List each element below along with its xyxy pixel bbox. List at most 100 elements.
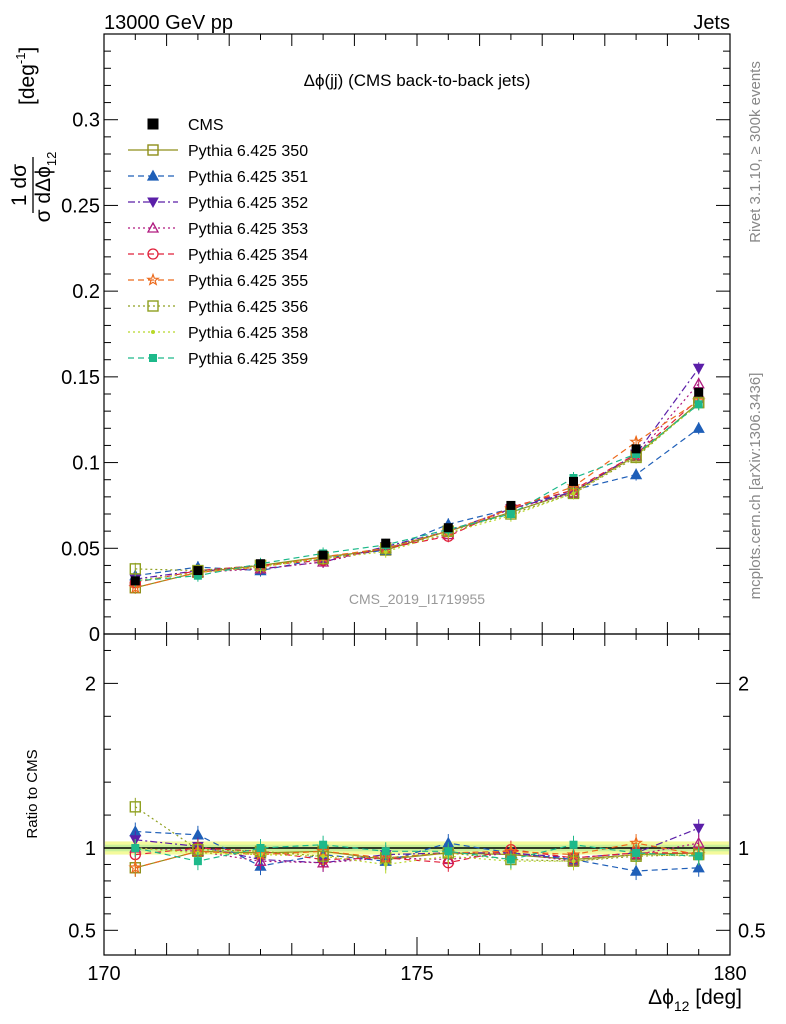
main-series-point bbox=[694, 400, 703, 409]
ratio-series-point bbox=[632, 848, 641, 857]
legend-marker bbox=[146, 169, 160, 181]
legend-marker bbox=[147, 248, 159, 260]
legend-item: Pythia 6.425 352 bbox=[128, 195, 308, 212]
ratio-series-point bbox=[383, 862, 388, 867]
y-axis-label-main: 1 dσ σ dΔϕ12 [deg-1] bbox=[8, 47, 59, 223]
legend-marker bbox=[146, 272, 160, 286]
main-series bbox=[128, 393, 706, 594]
legend-marker bbox=[149, 354, 157, 362]
x-label-main: Δϕ bbox=[648, 986, 674, 1009]
ratio-ylabel: Ratio to CMS bbox=[24, 749, 41, 838]
x-tick-label: 170 bbox=[87, 963, 120, 985]
y-tick-label: 0.1 bbox=[72, 453, 100, 475]
x-tick-label: 180 bbox=[713, 963, 746, 985]
y-tick-label: 0.25 bbox=[61, 195, 100, 217]
ratio-plot-panel: 170 175 180 0.5 0.5 1 1 2 2 bbox=[68, 633, 766, 985]
main-series-point bbox=[692, 363, 705, 375]
cms-data-point bbox=[318, 550, 328, 560]
y-tick-label: 0.2 bbox=[72, 281, 100, 303]
y-label-den-main: σ dΔϕ bbox=[32, 166, 55, 222]
y-tick-label: 0 bbox=[89, 624, 100, 646]
main-series-line bbox=[135, 400, 700, 589]
main-series-point bbox=[129, 563, 142, 575]
main-series bbox=[129, 421, 705, 582]
legend-label: Pythia 6.425 356 bbox=[188, 299, 308, 316]
legend-label: Pythia 6.425 358 bbox=[188, 325, 308, 342]
analysis-watermark: CMS_2019_I1719955 bbox=[349, 591, 485, 607]
legend-marker bbox=[147, 144, 159, 156]
x-axis-label: Δϕ12 [deg] bbox=[648, 986, 742, 1014]
ratio-frame bbox=[103, 633, 731, 956]
y-label-denominator: σ dΔϕ12 bbox=[32, 152, 59, 223]
main-series-line bbox=[135, 427, 700, 577]
cms-data-point bbox=[443, 523, 453, 533]
ratio-series-line bbox=[135, 827, 699, 864]
legend-label: CMS bbox=[188, 117, 224, 134]
y-label-unit-sup: -1 bbox=[13, 53, 28, 65]
y-label-unit: [deg-1] bbox=[13, 47, 39, 105]
legend-item: CMS bbox=[147, 117, 224, 134]
main-series bbox=[129, 396, 705, 577]
main-series-point bbox=[506, 510, 515, 518]
ratio-series-point bbox=[571, 859, 576, 864]
cms-data-point bbox=[569, 476, 578, 486]
legend-label: Pythia 6.425 350 bbox=[188, 143, 308, 160]
legend-marker bbox=[151, 330, 155, 334]
ratio-series-point bbox=[254, 854, 267, 866]
main-series-point bbox=[128, 580, 143, 594]
cms-data-series bbox=[130, 387, 704, 586]
ratio-series-line bbox=[135, 830, 699, 872]
ratio-series-point bbox=[629, 864, 643, 876]
y-tick-label: 0.15 bbox=[61, 367, 100, 389]
legend-item: Pythia 6.425 351 bbox=[128, 169, 308, 186]
x-label-unit: [deg] bbox=[689, 986, 742, 1009]
cms-data-point bbox=[381, 538, 391, 548]
legend-item: Pythia 6.425 354 bbox=[128, 247, 308, 264]
ratio-series-point bbox=[692, 823, 705, 835]
main-series-point bbox=[692, 421, 705, 433]
ratio-series-point bbox=[128, 860, 143, 874]
ratio-series-point bbox=[506, 855, 515, 864]
y-label-unit-close: ] bbox=[16, 47, 39, 53]
ratio-y-tick-label: 2 bbox=[85, 673, 96, 695]
plot-title: Δϕ(jj) (CMS back-to-back jets) bbox=[304, 71, 531, 90]
main-series-line bbox=[135, 403, 700, 582]
ratio-series-line bbox=[135, 847, 699, 866]
cms-data-point bbox=[256, 559, 265, 569]
main-series-line bbox=[135, 383, 700, 582]
ratio-series bbox=[129, 797, 705, 871]
legend-item: Pythia 6.425 353 bbox=[128, 221, 308, 238]
ratio-series bbox=[131, 835, 703, 871]
ratio-series-line bbox=[135, 844, 699, 862]
legend-label: Pythia 6.425 354 bbox=[188, 247, 308, 264]
main-series-point bbox=[629, 434, 643, 448]
y-tick-label: 0.3 bbox=[72, 110, 100, 132]
ratio-y-tick-label-right: 2 bbox=[738, 673, 749, 695]
cms-data-point bbox=[631, 444, 641, 454]
ratio-y-tick-label-right: 0.5 bbox=[738, 920, 766, 942]
cms-data-point bbox=[193, 566, 203, 576]
legend-label: Pythia 6.425 359 bbox=[188, 351, 308, 368]
main-series bbox=[129, 396, 705, 594]
main-series-point bbox=[571, 491, 576, 496]
main-series bbox=[131, 398, 703, 587]
legend-item: Pythia 6.425 355 bbox=[128, 272, 308, 290]
ratio-series-point bbox=[692, 861, 705, 873]
y-label-den-sub: 12 bbox=[44, 152, 59, 166]
legend-marker bbox=[147, 197, 159, 209]
legend-marker bbox=[147, 300, 159, 312]
main-series bbox=[129, 362, 705, 586]
legend-label: Pythia 6.425 353 bbox=[188, 221, 308, 238]
legend-label: Pythia 6.425 352 bbox=[188, 195, 308, 212]
legend-item: Pythia 6.425 350 bbox=[128, 143, 308, 160]
main-series-line bbox=[135, 398, 700, 584]
legend-marker bbox=[146, 221, 160, 233]
process-label: Jets bbox=[693, 12, 730, 34]
ratio-series-line bbox=[135, 850, 699, 869]
legend-item: Pythia 6.425 359 bbox=[128, 351, 308, 368]
cms-data-point bbox=[130, 576, 140, 586]
x-tick-label: 175 bbox=[400, 963, 433, 985]
main-series bbox=[133, 398, 701, 587]
ratio-series-point bbox=[381, 847, 390, 856]
